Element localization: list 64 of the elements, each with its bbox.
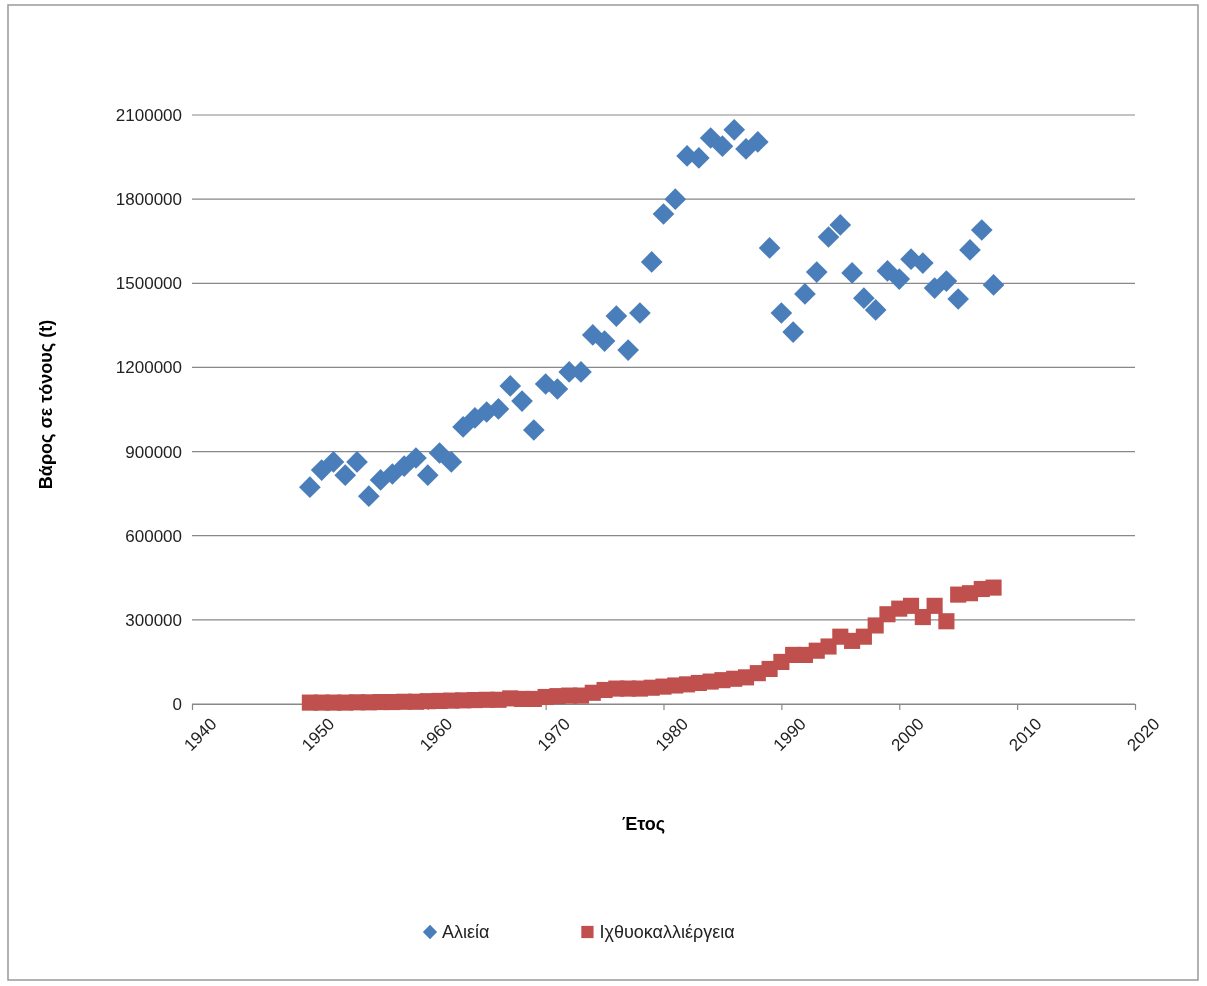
- point: [914, 608, 931, 626]
- point: [782, 321, 805, 343]
- point: [711, 135, 734, 157]
- y-tick-label: 900000: [125, 442, 182, 462]
- point: [652, 203, 675, 225]
- point: [393, 455, 416, 477]
- point: [452, 416, 474, 438]
- y-tick-label: 0: [172, 694, 182, 714]
- point: [546, 378, 569, 400]
- point: [640, 251, 663, 273]
- point: [299, 476, 321, 499]
- point: [841, 262, 863, 284]
- point: [888, 268, 911, 290]
- point: [746, 131, 769, 153]
- point: [428, 442, 451, 464]
- point: [947, 288, 970, 310]
- point: [440, 451, 463, 473]
- point: [357, 485, 380, 508]
- x-axis-title: Έτος: [621, 814, 666, 834]
- point: [322, 451, 345, 473]
- legend-label: Ιχθυοκαλλιέργεια: [599, 922, 735, 942]
- legend-label: Αλιεία: [442, 922, 490, 942]
- point: [405, 447, 427, 469]
- point: [805, 261, 828, 283]
- point: [416, 464, 439, 486]
- point: [902, 597, 920, 614]
- point: [522, 419, 545, 441]
- point: [310, 459, 333, 481]
- point: [938, 613, 955, 630]
- point: [629, 302, 651, 324]
- point: [855, 628, 872, 645]
- y-tick-label: 600000: [125, 526, 182, 546]
- point: [935, 270, 958, 292]
- point: [926, 597, 943, 614]
- point: [617, 339, 639, 361]
- point: [985, 579, 1002, 596]
- point: [664, 188, 687, 210]
- point: [334, 464, 357, 486]
- point: [346, 451, 368, 473]
- point: [982, 274, 1005, 296]
- point: [829, 214, 852, 236]
- point: [770, 302, 793, 324]
- point: [876, 260, 899, 282]
- point: [864, 299, 887, 321]
- y-tick-label: 2100000: [115, 105, 182, 125]
- point: [381, 463, 404, 485]
- y-tick-label: 1500000: [115, 274, 182, 294]
- point: [605, 305, 628, 327]
- point: [970, 219, 993, 241]
- point: [511, 390, 533, 412]
- point: [593, 330, 616, 352]
- point: [853, 287, 875, 309]
- point: [959, 239, 981, 261]
- point: [699, 127, 722, 149]
- point: [817, 226, 840, 248]
- point: [758, 237, 781, 259]
- point: [794, 283, 816, 305]
- y-tick-label: 1200000: [115, 358, 182, 378]
- point: [867, 617, 884, 634]
- y-tick-label: 1800000: [115, 190, 182, 210]
- y-tick-label: 300000: [125, 610, 182, 630]
- point: [723, 119, 746, 141]
- y-axis-title: Βάρος σε τόνους (t): [36, 319, 56, 490]
- point: [499, 375, 522, 397]
